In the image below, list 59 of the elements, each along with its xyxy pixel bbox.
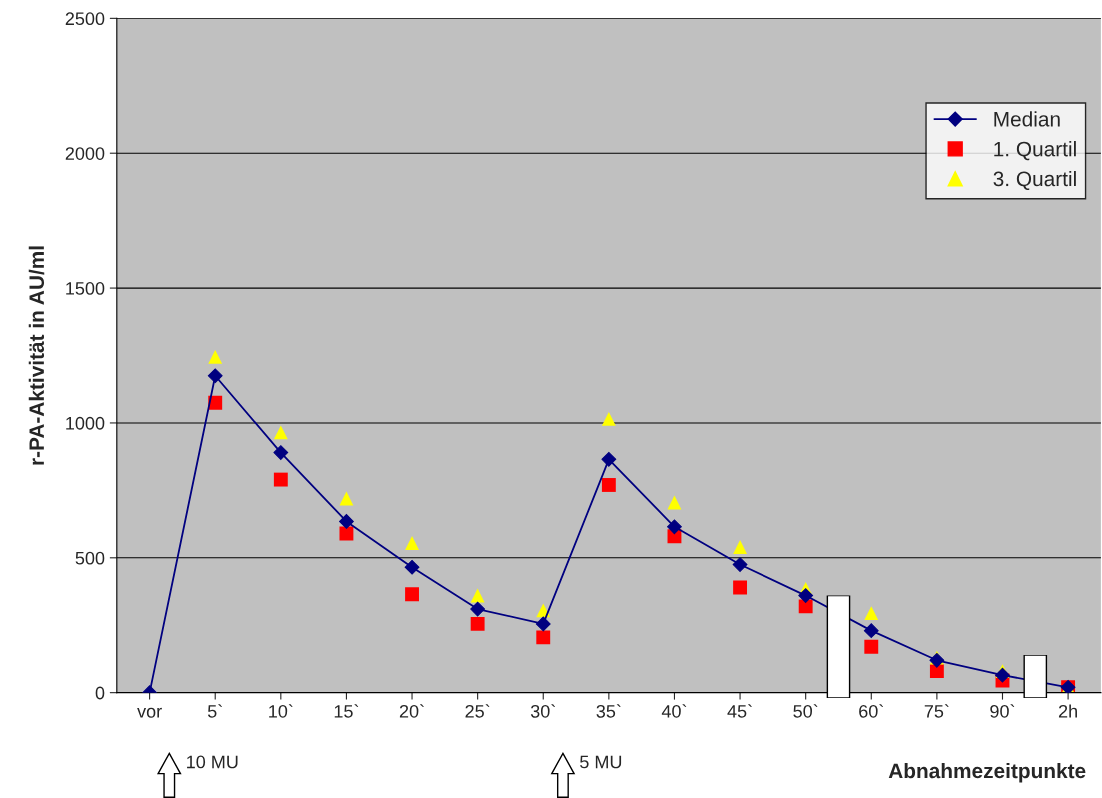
point [273,445,289,460]
point [667,495,682,510]
point [995,667,1010,683]
point [601,411,616,426]
x-tick-label: 75` [924,704,949,718]
point [667,519,682,535]
point [733,540,748,554]
x-tick-label: 20` [399,704,424,718]
point [405,536,419,550]
x-tick-label: 45` [727,704,752,718]
point [470,601,486,617]
x-tick-label: 5` [207,704,222,718]
point [405,587,419,602]
point [339,491,354,506]
point [863,623,879,639]
point [339,526,354,541]
point [404,559,420,575]
point [733,580,748,595]
text: 5 MU [580,755,622,769]
point [470,616,485,631]
y-tick-label: 1000 [66,416,105,430]
x-tick-label: 25` [465,704,490,718]
x-tick-label: vor [137,707,162,718]
y-tick-label: 2000 [65,147,105,160]
point [535,616,551,632]
x-tick-label: 50` [793,704,818,718]
x-tick-label: 35` [596,704,621,718]
point [798,599,813,614]
point [207,368,223,384]
legend-label: 3. Quartil [993,170,1076,190]
y-axis-title: r-PA-Aktivität in AU/ml [28,246,45,465]
point [273,472,288,487]
text: 10 MU [187,755,238,769]
point [208,349,223,364]
y-tick-label: 500 [75,551,105,565]
x-tick-label: 2h [1058,704,1077,718]
y-tick-label: 1500 [66,282,105,295]
point [864,639,879,654]
point [929,664,944,679]
legend-label: 1. Quartil [994,141,1076,161]
point [536,630,551,645]
point [798,588,814,603]
point [732,557,748,572]
x-tick-label: 10` [269,704,293,718]
point [864,606,879,621]
x-tick-label: 15` [334,704,359,718]
x-axis-title: Abnahmezeitpunkte [888,762,1086,783]
x-tick-label: 60` [859,704,883,718]
point [601,451,617,467]
x-tick-label: 30` [530,704,555,718]
x-tick-label: 90` [990,704,1015,718]
legend-label: Median [994,111,1060,127]
point [470,588,485,603]
x-tick-label: 40` [661,704,687,718]
point [339,513,354,529]
point [273,425,288,440]
y-tick-label: 2500 [65,12,105,26]
y-tick-label: 0 [95,686,105,700]
point [601,478,616,492]
